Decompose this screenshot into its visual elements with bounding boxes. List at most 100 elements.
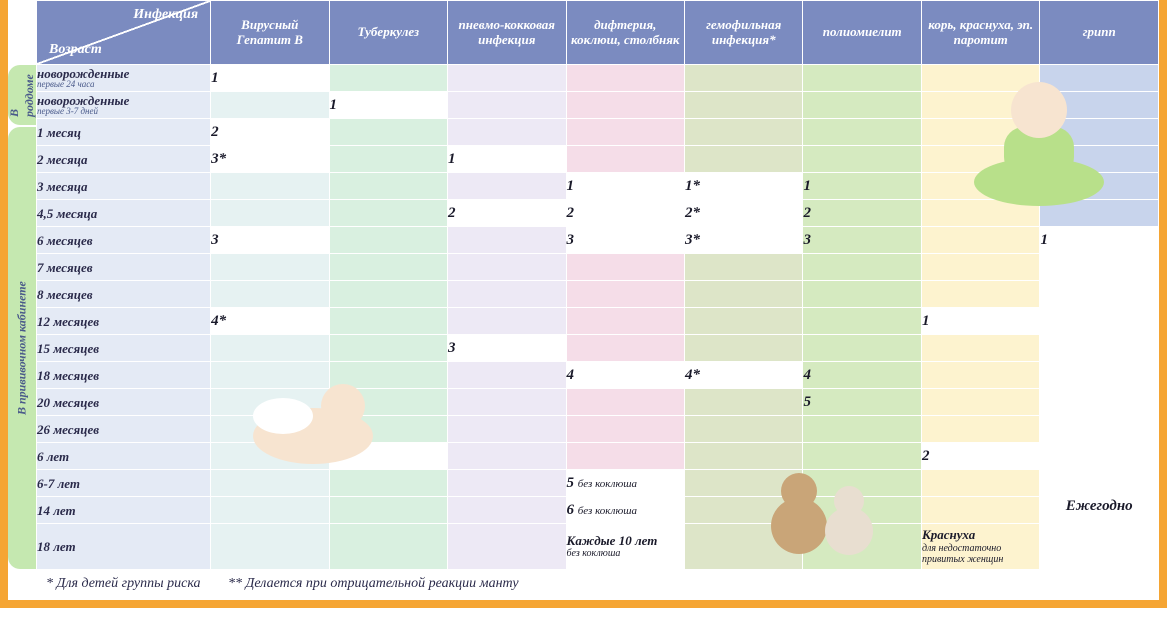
dose-cell: 6 без коклюша — [566, 497, 684, 524]
dose-cell: 1 — [329, 92, 447, 119]
header-age-label: Возраст — [49, 42, 102, 58]
age-label: новорожденныепервые 24 часа — [37, 65, 211, 92]
dose-cell: 5 без коклюша — [566, 470, 684, 497]
dose-cell: 2 — [566, 200, 684, 227]
age-label: 18 лет — [37, 524, 211, 570]
table-row: 20 месяцев 5 — [37, 389, 1159, 416]
dose-cell: 3 — [803, 227, 921, 254]
col-dtp: дифтерия, коклюш, столбняк — [566, 1, 684, 65]
empty-cell — [329, 227, 447, 254]
side-tabs: В роддоме В прививочном кабинете — [8, 0, 36, 570]
age-label: 3 месяца — [37, 173, 211, 200]
header-infection-label: Инфекция — [133, 7, 198, 23]
age-label: 15 месяцев — [37, 335, 211, 362]
age-label: 4,5 месяца — [37, 200, 211, 227]
empty-cell — [921, 92, 1039, 119]
empty-cell — [211, 92, 329, 119]
header-diagonal: Инфекция Возраст — [37, 1, 211, 65]
dose-cell: Каждые 10 летбез коклюша — [566, 524, 684, 570]
dose-cell: 1 — [566, 173, 684, 200]
empty-cell — [921, 65, 1039, 92]
empty-cell — [329, 146, 447, 173]
table-row: 3 месяца 1 1* 1 — [37, 173, 1159, 200]
empty-cell — [685, 65, 803, 92]
age-label: 1 месяц — [37, 119, 211, 146]
empty-cell — [1040, 92, 1159, 119]
age-label: 2 месяца — [37, 146, 211, 173]
dose-cell: 2 — [921, 443, 1039, 470]
empty-cell — [566, 146, 684, 173]
age-label: 6 лет — [37, 443, 211, 470]
table-row: 15 месяцев 3 — [37, 335, 1159, 362]
col-pneumo: пневмо-кокковая инфекция — [448, 1, 566, 65]
empty-cell — [921, 227, 1039, 254]
empty-cell — [448, 65, 566, 92]
table-row: 14 лет 6 без коклюша — [37, 497, 1159, 524]
table-row: 4,5 месяца 2 2 2* 2 — [37, 200, 1159, 227]
table-row: 6-7 лет 5 без коклюша — [37, 470, 1159, 497]
age-label: новорожденныепервые 3-7 дней — [37, 92, 211, 119]
flu-annual: Ежегодно — [1040, 443, 1159, 570]
empty-cell — [1040, 173, 1159, 200]
dose-cell: 2 — [211, 119, 329, 146]
dose-cell: 1 — [1040, 227, 1159, 254]
dose-cell: 1 — [211, 65, 329, 92]
empty-cell — [1040, 119, 1159, 146]
age-label: 12 месяцев — [37, 308, 211, 335]
empty-cell — [685, 92, 803, 119]
empty-cell — [921, 200, 1039, 227]
footnote-1: * Для детей группы риска — [46, 576, 201, 591]
age-label: 8 месяцев — [37, 281, 211, 308]
dose-cell: 3* — [685, 227, 803, 254]
footnote-2: ** Делается при отрицательной реакции ма… — [228, 576, 519, 591]
empty-cell — [803, 119, 921, 146]
col-flu: грипп — [1040, 1, 1159, 65]
age-label: 14 лет — [37, 497, 211, 524]
dose-cell: 3 — [448, 335, 566, 362]
empty-cell — [685, 146, 803, 173]
empty-cell — [211, 200, 329, 227]
table-row: 26 месяцев — [37, 416, 1159, 443]
age-label: 26 месяцев — [37, 416, 211, 443]
col-tb: Туберкулез — [329, 1, 447, 65]
empty-cell — [1040, 254, 1159, 443]
empty-cell — [1040, 146, 1159, 173]
empty-cell — [329, 119, 447, 146]
empty-cell — [566, 119, 684, 146]
empty-cell — [448, 119, 566, 146]
table-row: 18 месяцев 4 4* 4 — [37, 362, 1159, 389]
dose-cell: 1 — [921, 308, 1039, 335]
dose-cell: 1 — [803, 173, 921, 200]
dose-cell: 2 — [448, 200, 566, 227]
empty-cell — [211, 173, 329, 200]
empty-cell — [329, 173, 447, 200]
dose-cell: 2* — [685, 200, 803, 227]
col-hib: гемофильная инфекция* — [685, 1, 803, 65]
side-tab-hospital: В роддоме — [8, 65, 36, 125]
table-row: 2 месяца 3* 1 — [37, 146, 1159, 173]
dose-cell: 2 — [803, 200, 921, 227]
age-label: 18 месяцев — [37, 362, 211, 389]
empty-cell — [803, 146, 921, 173]
empty-cell — [329, 200, 447, 227]
vaccination-schedule-table: Инфекция Возраст Вирусный Гепатит В Тубе… — [36, 0, 1159, 570]
table-row: новорожденныепервые 24 часа 1 — [37, 65, 1159, 92]
side-tab-clinic: В прививочном кабинете — [8, 127, 36, 569]
empty-cell — [1040, 200, 1159, 227]
col-polio: полиомиелит — [803, 1, 921, 65]
table-row: 1 месяц 2 — [37, 119, 1159, 146]
col-hepb: Вирусный Гепатит В — [211, 1, 329, 65]
col-mmr: корь, краснуха, эп. паротит — [921, 1, 1039, 65]
footnotes: * Для детей группы риска ** Делается при… — [8, 570, 1159, 600]
dose-cell: 3* — [211, 146, 329, 173]
dose-cell: 4 — [803, 362, 921, 389]
dose-cell: 1* — [685, 173, 803, 200]
table-row: 18 лет Каждые 10 летбез коклюша Краснуха… — [37, 524, 1159, 570]
empty-cell — [921, 119, 1039, 146]
empty-cell — [566, 92, 684, 119]
table-row: 6 месяцев 3 3 3* 3 1 — [37, 227, 1159, 254]
dose-cell: 3 — [566, 227, 684, 254]
dose-cell: 5 — [803, 389, 921, 416]
table-row: 12 месяцев 4* 1 — [37, 308, 1159, 335]
age-label: 7 месяцев — [37, 254, 211, 281]
